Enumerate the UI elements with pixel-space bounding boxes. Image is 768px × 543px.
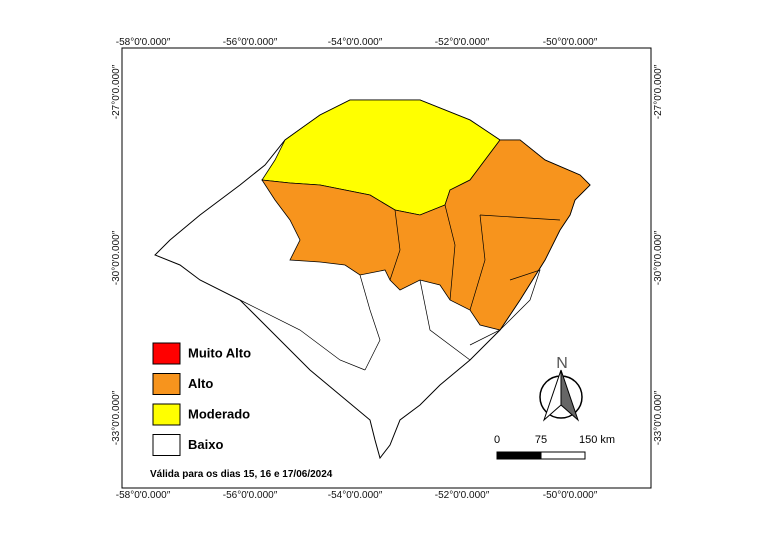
legend-swatch <box>152 373 181 395</box>
scale-segment <box>540 451 586 460</box>
scale-segment <box>496 451 542 460</box>
lon-label: -58°0'0.000″ <box>116 490 171 501</box>
north-label: N <box>556 355 568 372</box>
lon-label: -52°0'0.000″ <box>435 37 490 48</box>
legend-label: Muito Alto <box>188 345 251 360</box>
lon-label: -54°0'0.000″ <box>328 37 383 48</box>
scale-label: 150 km <box>579 434 615 446</box>
lat-label: -27°0'0.000″ <box>653 64 664 119</box>
lon-label: -52°0'0.000″ <box>435 490 490 501</box>
lat-label: -30°0'0.000″ <box>111 230 122 285</box>
legend-swatch <box>152 342 181 365</box>
north-arrow: N <box>539 355 583 422</box>
lon-label: -56°0'0.000″ <box>223 490 278 501</box>
lat-label: -30°0'0.000″ <box>653 230 664 285</box>
north-arrow-right <box>560 369 580 422</box>
lon-label: -50°0'0.000″ <box>543 490 598 501</box>
legend-label: Baixo <box>188 437 223 452</box>
lon-label: -50°0'0.000″ <box>543 37 598 48</box>
lat-label: -27°0'0.000″ <box>111 64 122 119</box>
legend-swatch <box>152 434 181 456</box>
lat-label: -33°0'0.000″ <box>653 390 664 445</box>
validity-note: Válida para os dias 15, 16 e 17/06/2024 <box>150 469 333 480</box>
scale-label: 0 <box>494 434 500 446</box>
lat-label: -33°0'0.000″ <box>111 390 122 445</box>
lon-label: -56°0'0.000″ <box>223 37 278 48</box>
lon-label: -54°0'0.000″ <box>328 490 383 501</box>
legend-swatch <box>152 403 181 426</box>
scale-label: 75 <box>535 434 547 446</box>
scale-bar: 0 75 150 km <box>494 434 615 460</box>
region-borders <box>239 204 561 371</box>
graticule-labels: -58°0'0.000″ -58°0'0.000″ -56°0'0.000″ -56°… <box>111 37 664 501</box>
legend: Muito Alto Alto Moderado Baixo <box>152 342 251 456</box>
legend-label: Moderado <box>188 406 250 421</box>
legend-label: Alto <box>188 376 213 391</box>
lon-label: -58°0'0.000″ <box>116 37 171 48</box>
